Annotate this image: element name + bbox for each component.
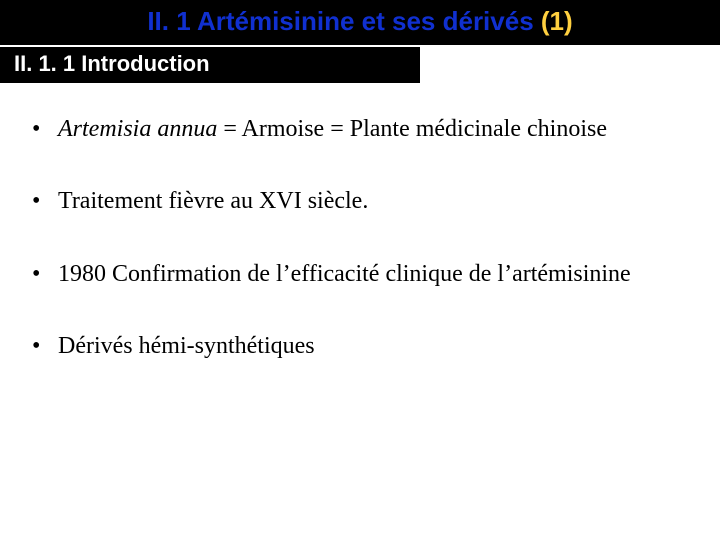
content-area: Artemisia annua = Armoise = Plante médic…: [0, 83, 720, 369]
list-item: Dérivés hémi-synthétiques: [28, 324, 688, 368]
list-item-text: Traitement fièvre au XVI siècle.: [58, 188, 368, 214]
slide-title: II. 1 Artémisinine et ses dérivés (1): [147, 6, 572, 36]
list-item: Traitement fièvre au XVI siècle.: [28, 179, 688, 223]
list-item: Artemisia annua = Armoise = Plante médic…: [28, 107, 688, 151]
list-item: 1980 Confirmation de l’efficacité cliniq…: [28, 252, 688, 296]
list-item-text: Artemisia annua: [58, 116, 217, 142]
list-item-text: Dérivés hémi-synthétiques: [58, 333, 315, 359]
slide-subtitle: II. 1. 1 Introduction: [14, 51, 210, 76]
title-bar: II. 1 Artémisinine et ses dérivés (1): [0, 0, 720, 45]
bullet-list: Artemisia annua = Armoise = Plante médic…: [28, 107, 688, 369]
title-segment: (1): [541, 6, 573, 36]
list-item-text: 1980 Confirmation de l’efficacité cliniq…: [58, 261, 631, 287]
list-item-text: = Armoise = Plante médicinale chinoise: [217, 116, 607, 142]
subtitle-bar: II. 1. 1 Introduction: [0, 47, 420, 83]
title-segment: II. 1 Artémisinine et ses dérivés: [147, 6, 541, 36]
